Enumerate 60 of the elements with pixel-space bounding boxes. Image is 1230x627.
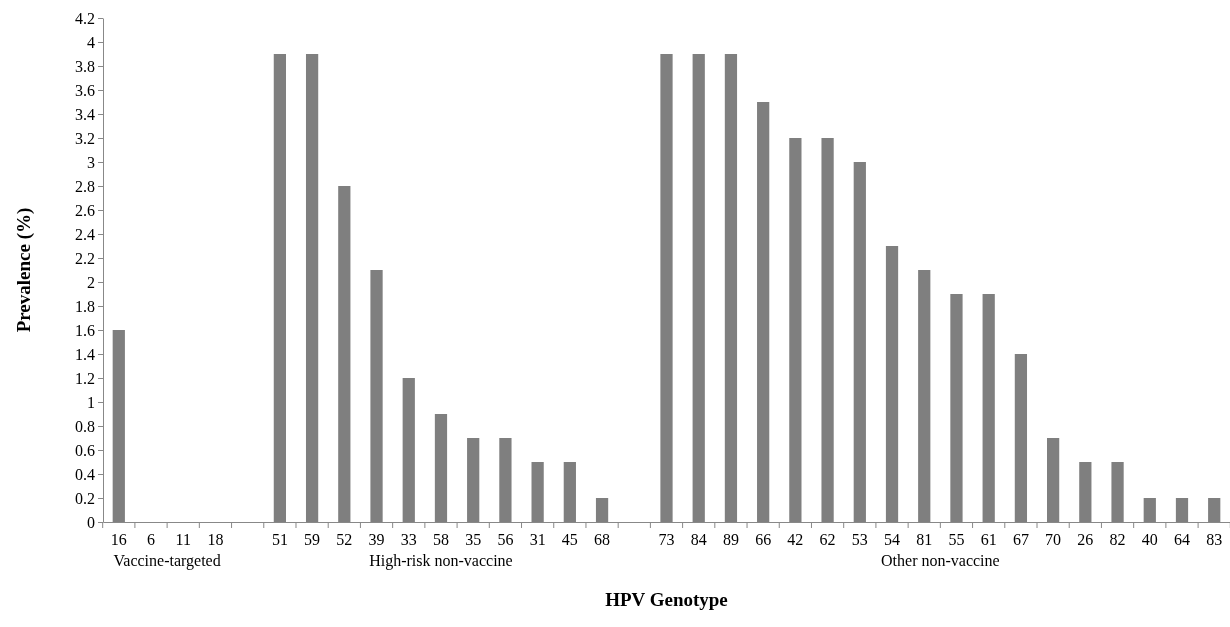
x-tick-label: 6 (147, 531, 156, 549)
y-tick-label: 2.2 (75, 249, 95, 267)
y-tick-label: 1.8 (75, 297, 95, 315)
y-tick-label: 3 (87, 153, 95, 171)
x-tick-label: 67 (1012, 531, 1029, 549)
x-tick-label: 56 (497, 531, 514, 549)
y-tick-label: 1.2 (75, 369, 95, 387)
y-tick-label: 3.8 (75, 57, 95, 75)
x-tick-label: 35 (465, 531, 482, 549)
text: High-risk non-vaccine (369, 552, 513, 570)
y-tick-label: 0.6 (75, 441, 95, 459)
x-tick-label: 68 (594, 531, 611, 549)
x-tick-label: 61 (980, 531, 997, 549)
x-tick-label: 45 (561, 531, 578, 549)
x-tick-label: 59 (304, 531, 321, 549)
x-tick-label: 39 (368, 531, 385, 549)
x-tick-label: 31 (529, 531, 546, 549)
y-tick-label: 2 (87, 273, 95, 291)
x-tick-label: 42 (787, 531, 804, 549)
x-tick-label: 33 (400, 531, 417, 549)
x-tick-label: 51 (271, 531, 288, 549)
x-tick-label: 66 (755, 531, 772, 549)
x-tick-label: 70 (1045, 531, 1062, 549)
x-tick-label: 26 (1077, 531, 1094, 549)
x-tick-label: 53 (851, 531, 868, 549)
y-tick-label: 2.8 (75, 177, 95, 195)
y-tick-label: 3.6 (75, 81, 95, 99)
y-axis-title: Prevalence (%) (13, 207, 35, 333)
y-tick-label: 1.4 (75, 345, 95, 363)
text: Other non-vaccine (881, 552, 1000, 569)
x-tick-label: 64 (1173, 531, 1190, 549)
y-tick-label: 3.4 (75, 105, 95, 123)
y-tick-label: 1 (87, 393, 95, 411)
x-tick-label: 11 (175, 531, 191, 549)
x-tick-label: 52 (336, 531, 353, 549)
y-tick-label: 0.8 (75, 417, 95, 435)
x-tick-label: 18 (207, 531, 224, 549)
x-tick-label: 89 (722, 531, 739, 549)
y-tick-label: 2.6 (75, 201, 95, 219)
x-tick-label: 40 (1141, 531, 1158, 549)
y-tick-label: 0 (87, 513, 95, 531)
x-axis-title: HPV Genotype (605, 589, 728, 610)
x-tick-label: 84 (690, 531, 707, 549)
text: Vaccine-targeted (113, 552, 221, 570)
x-tick-label: 62 (819, 531, 836, 549)
y-tick-label: 4 (87, 33, 95, 51)
y-tick-label: 1.6 (75, 321, 95, 339)
y-tick-label: 2.4 (75, 225, 95, 243)
x-tick-label: 54 (884, 531, 901, 549)
x-tick-label: 81 (916, 531, 933, 549)
y-tick-label: 3.2 (75, 129, 95, 147)
x-tick-label: 82 (1109, 531, 1126, 549)
x-tick-label: 73 (658, 531, 675, 549)
x-tick-label: 55 (948, 531, 965, 549)
x-tick-label: 16 (110, 531, 127, 549)
y-tick-label: 0.4 (75, 465, 95, 483)
y-tick-label: 0.2 (75, 489, 95, 507)
x-tick-label: 58 (432, 531, 449, 549)
y-tick-label: 4.2 (75, 9, 95, 27)
x-tick-label: 83 (1206, 531, 1223, 549)
